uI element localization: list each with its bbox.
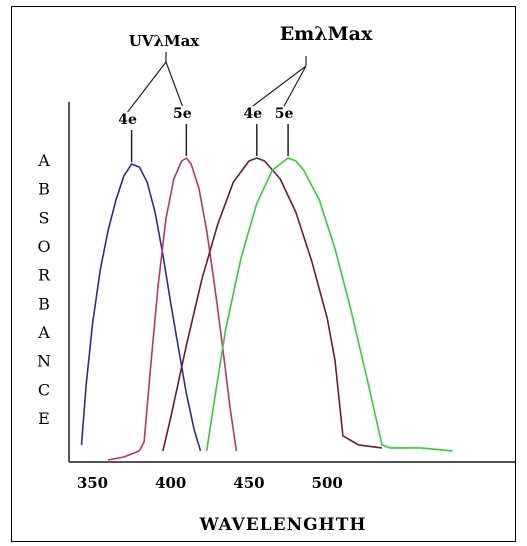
x-tick-label-450: 450 xyxy=(233,474,264,492)
series-line-em-4e xyxy=(162,157,383,452)
bracket-uv xyxy=(127,52,183,113)
y-axis-label-letter: S xyxy=(39,208,50,227)
peak-label-em-5e: 5e xyxy=(275,106,294,122)
chart-frame xyxy=(11,6,516,542)
y-axis-label-letter: C xyxy=(38,380,50,399)
x-tick-label-400: 400 xyxy=(155,474,186,492)
series-line-uv-5e xyxy=(107,157,238,461)
uv-lambda-max-label: UVλMax xyxy=(129,32,201,50)
series-layer xyxy=(80,157,453,461)
y-axis-label-letter: E xyxy=(38,409,50,428)
y-axis-label-letter: A xyxy=(37,323,50,342)
axes xyxy=(68,102,515,463)
x-tick-label-500: 500 xyxy=(312,474,343,492)
y-axis-label-letter: R xyxy=(38,266,51,285)
y-axis-label-letter: N xyxy=(37,352,51,371)
x-tick-label-350: 350 xyxy=(77,474,108,492)
y-axis-label-letter: B xyxy=(38,294,50,313)
peak-label-uv-4e: 4e xyxy=(118,112,137,128)
series-line-em-5e xyxy=(205,157,453,452)
series-line-uv-4e xyxy=(80,163,202,452)
peak-label-uv-5e: 5e xyxy=(173,106,192,122)
tick-label-layer: 350 400 450 500 xyxy=(77,474,343,492)
em-lambda-max-label: EmλMax xyxy=(280,23,373,45)
x-axis-label: WAVELENGHTH xyxy=(199,515,367,535)
bracket-em xyxy=(252,56,307,107)
y-axis-label-letter: B xyxy=(38,180,50,199)
y-axis-label-letter: O xyxy=(37,237,50,256)
peak-label-em-4e: 4e xyxy=(243,106,262,122)
y-axis-label-letter: A xyxy=(37,151,50,170)
annotation-layer: 4e 5e 4e 5e xyxy=(118,52,307,163)
